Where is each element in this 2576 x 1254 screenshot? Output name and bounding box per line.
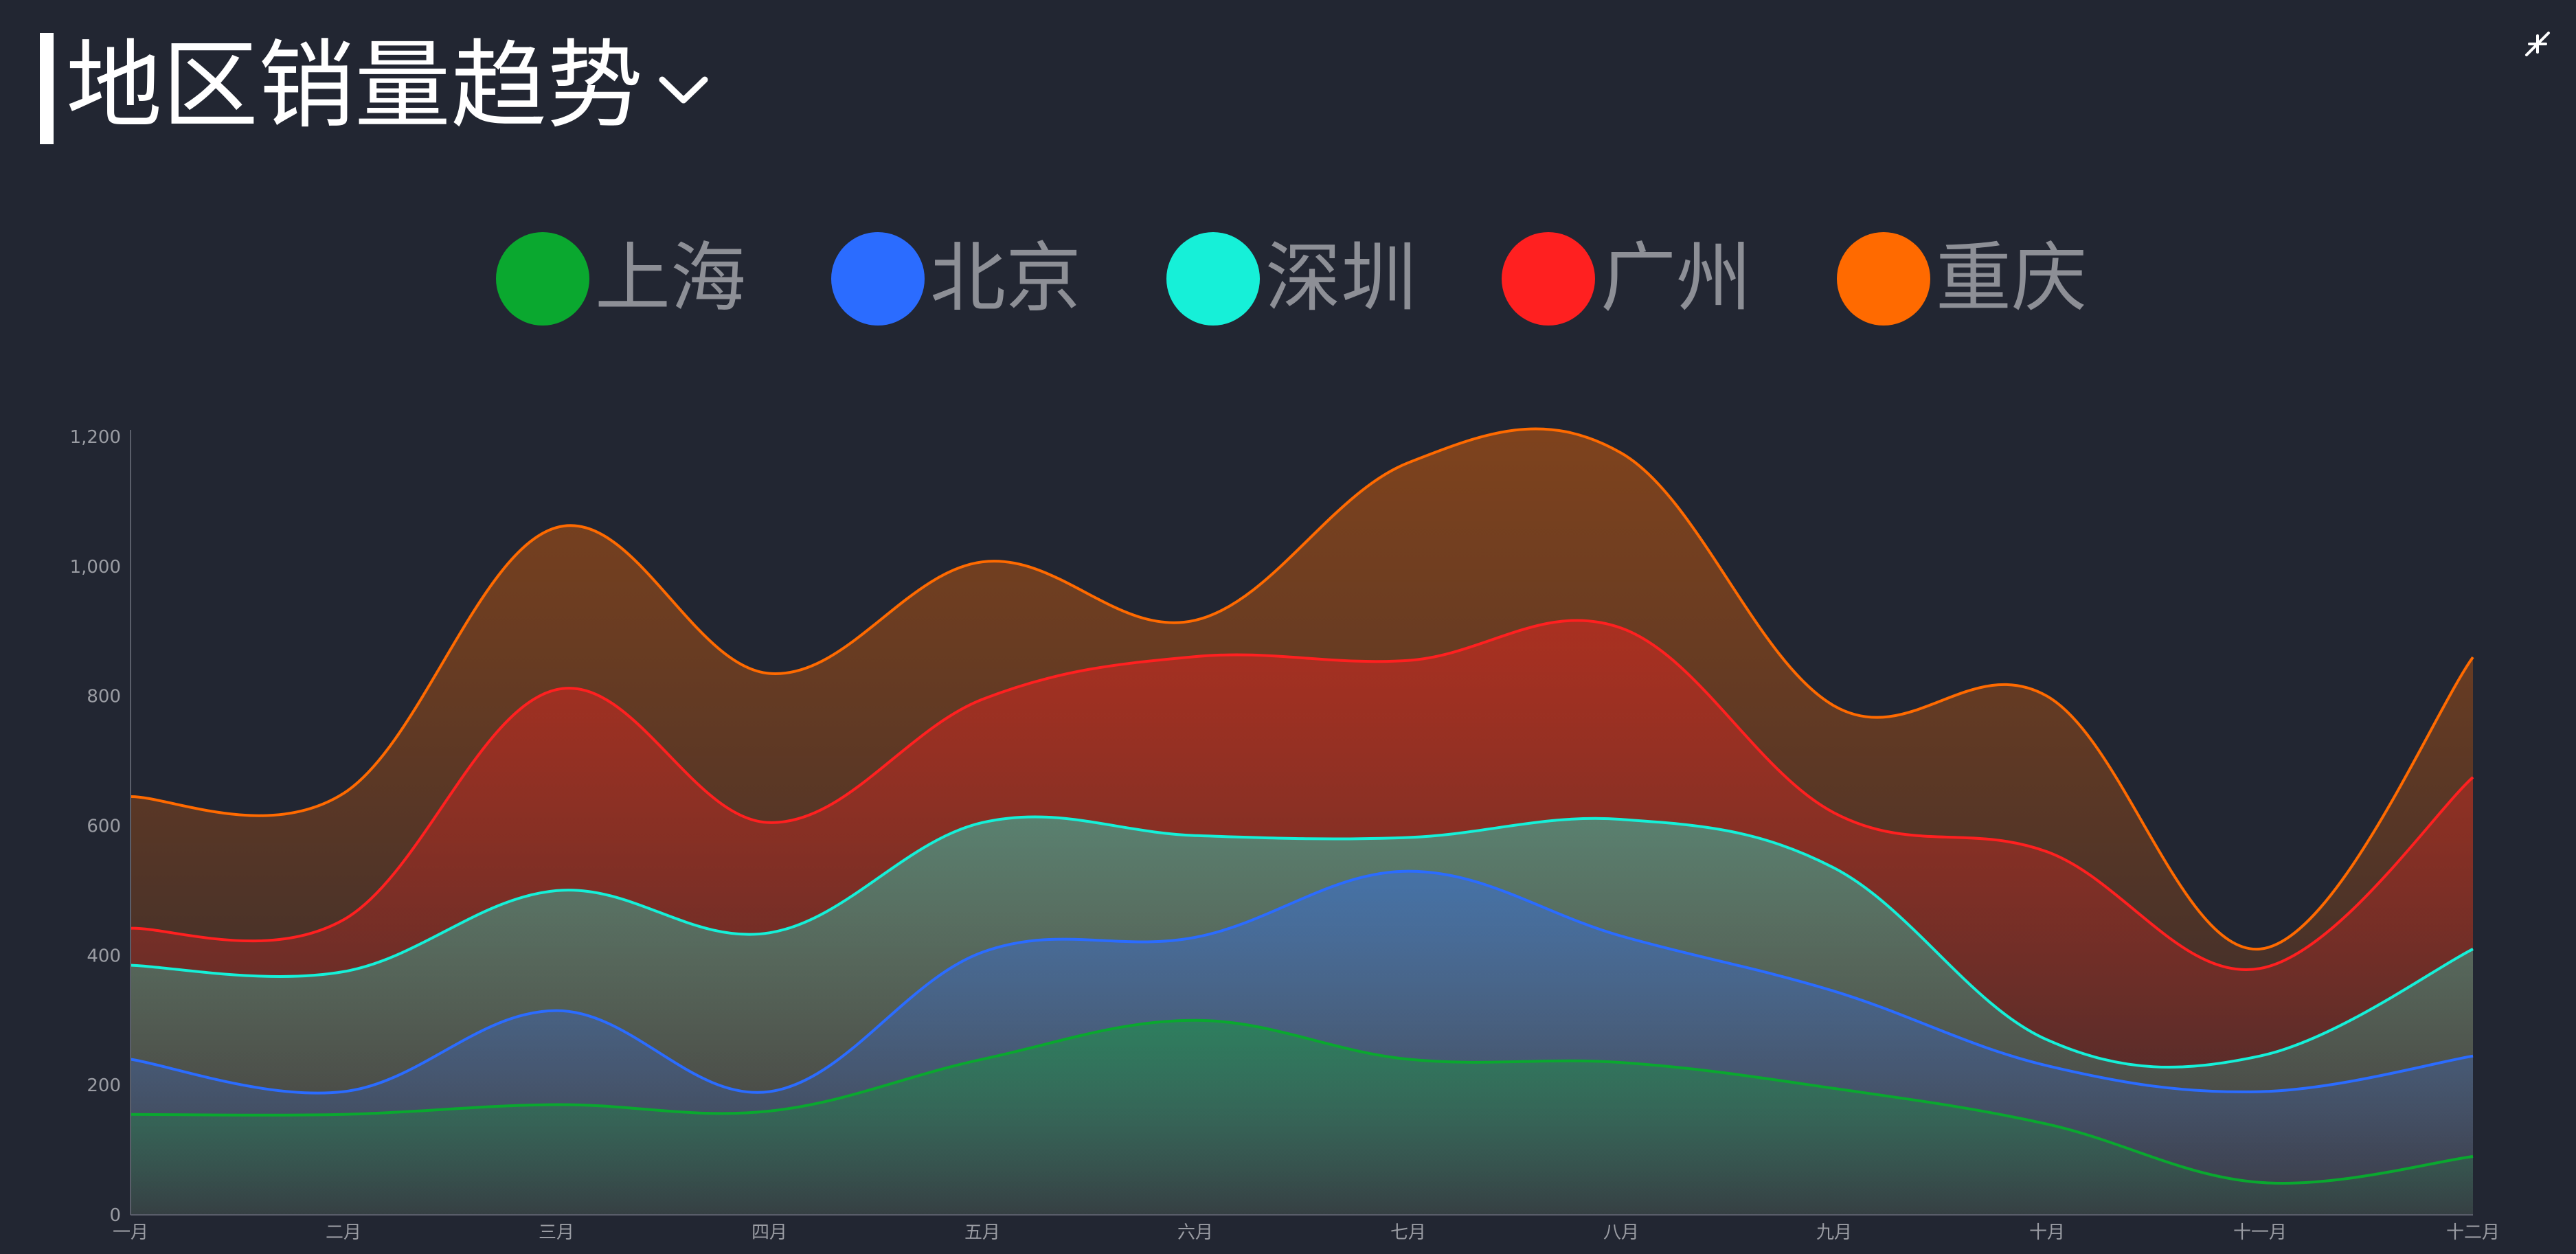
series-line-3[interactable] xyxy=(130,619,2474,971)
legend-dot xyxy=(831,232,925,326)
x-tick-label: 五月 xyxy=(964,1222,1000,1243)
x-tick-label: 八月 xyxy=(1603,1222,1639,1243)
legend-label: 上海 xyxy=(595,234,746,322)
x-tick-label: 七月 xyxy=(1390,1222,1426,1243)
series-line-2[interactable] xyxy=(130,815,2474,1069)
x-tick-label: 十一月 xyxy=(2233,1222,2287,1243)
chart-legend: 上海 北京 深圳 广州 重庆 xyxy=(0,227,2576,330)
legend-dot xyxy=(1502,232,1595,326)
legend-dot xyxy=(1837,232,1930,326)
y-tick-label: 1,000 xyxy=(70,557,121,578)
legend-label: 深圳 xyxy=(1265,234,1416,322)
legend-label: 广州 xyxy=(1601,234,1752,322)
y-tick-label: 800 xyxy=(87,687,121,707)
collapse-icon[interactable] xyxy=(2522,29,2553,59)
y-tick-label: 400 xyxy=(87,946,121,966)
y-tick-label: 0 xyxy=(109,1205,121,1226)
x-tick-label: 一月 xyxy=(113,1222,148,1243)
x-tick-label: 十二月 xyxy=(2446,1222,2500,1243)
stacked-area-chart: 0 200 400 600 800 1,000 1,200 一月 二月 三月 四月 五月 六月 七月 八月 九… xyxy=(70,427,2500,1243)
x-tick-label: 九月 xyxy=(1816,1222,1852,1243)
page-title: 地区销量趋势 xyxy=(66,30,644,142)
x-tick-label: 三月 xyxy=(539,1222,574,1243)
x-tick-label: 二月 xyxy=(326,1222,361,1243)
series-line-4[interactable] xyxy=(130,427,2474,950)
title-accent-bar xyxy=(40,33,54,144)
area-0 xyxy=(131,1020,2473,1215)
legend-label: 北京 xyxy=(930,234,1081,322)
series-line-1[interactable] xyxy=(130,869,2474,1095)
y-tick-label: 1,200 xyxy=(70,427,121,448)
x-tick-label: 四月 xyxy=(752,1222,787,1243)
series-line-0[interactable] xyxy=(130,1018,2474,1185)
legend-dot xyxy=(496,232,589,326)
legend-dot xyxy=(1166,232,1260,326)
chevron-down-icon[interactable] xyxy=(653,63,714,118)
legend-label: 重庆 xyxy=(1936,234,2087,322)
y-tick-label: 200 xyxy=(87,1075,121,1096)
x-tick-label: 六月 xyxy=(1177,1222,1213,1243)
y-tick-label: 600 xyxy=(87,817,121,837)
x-tick-label: 十月 xyxy=(2029,1222,2065,1243)
